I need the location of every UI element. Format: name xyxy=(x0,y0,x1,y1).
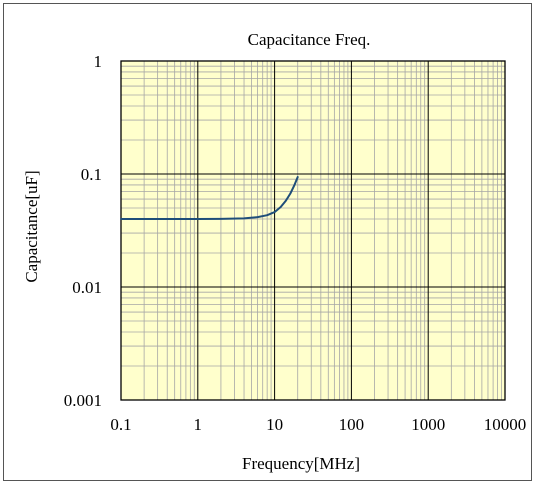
major-gridlines xyxy=(121,61,505,400)
x-tick-label: 1000 xyxy=(411,415,445,434)
series-line-0 xyxy=(120,176,299,220)
capacitance-frequency-chart: 0.1 1 10 100 1000 10000 1 0.1 0.01 0.001 Capacit… xyxy=(22,30,526,473)
chart-frame: 0.1 1 10 100 1000 10000 1 0.1 0.01 0.001 Capacit… xyxy=(3,3,532,481)
x-axis-label: Frequency[MHz] xyxy=(242,454,360,473)
chart-title: Capacitance Freq. xyxy=(248,30,371,49)
y-tick-label: 0.1 xyxy=(81,165,102,184)
y-tick-labels: 1 0.1 0.01 0.001 xyxy=(64,52,102,410)
series-layer xyxy=(120,176,299,220)
x-tick-label: 10000 xyxy=(484,415,527,434)
y-tick-label: 0.001 xyxy=(64,391,102,410)
x-tick-label: 100 xyxy=(339,415,365,434)
x-tick-label: 0.1 xyxy=(110,415,131,434)
minor-gridlines xyxy=(121,61,505,400)
plot-border xyxy=(120,60,506,401)
y-tick-label: 0.01 xyxy=(72,278,102,297)
x-tick-label: 10 xyxy=(266,415,283,434)
x-tick-labels: 0.1 1 10 100 1000 10000 xyxy=(110,415,526,434)
x-tick-label: 1 xyxy=(194,415,203,434)
y-tick-label: 1 xyxy=(94,52,103,71)
y-axis-label: Capacitance[uF] xyxy=(22,170,41,282)
plot-area xyxy=(121,61,505,400)
